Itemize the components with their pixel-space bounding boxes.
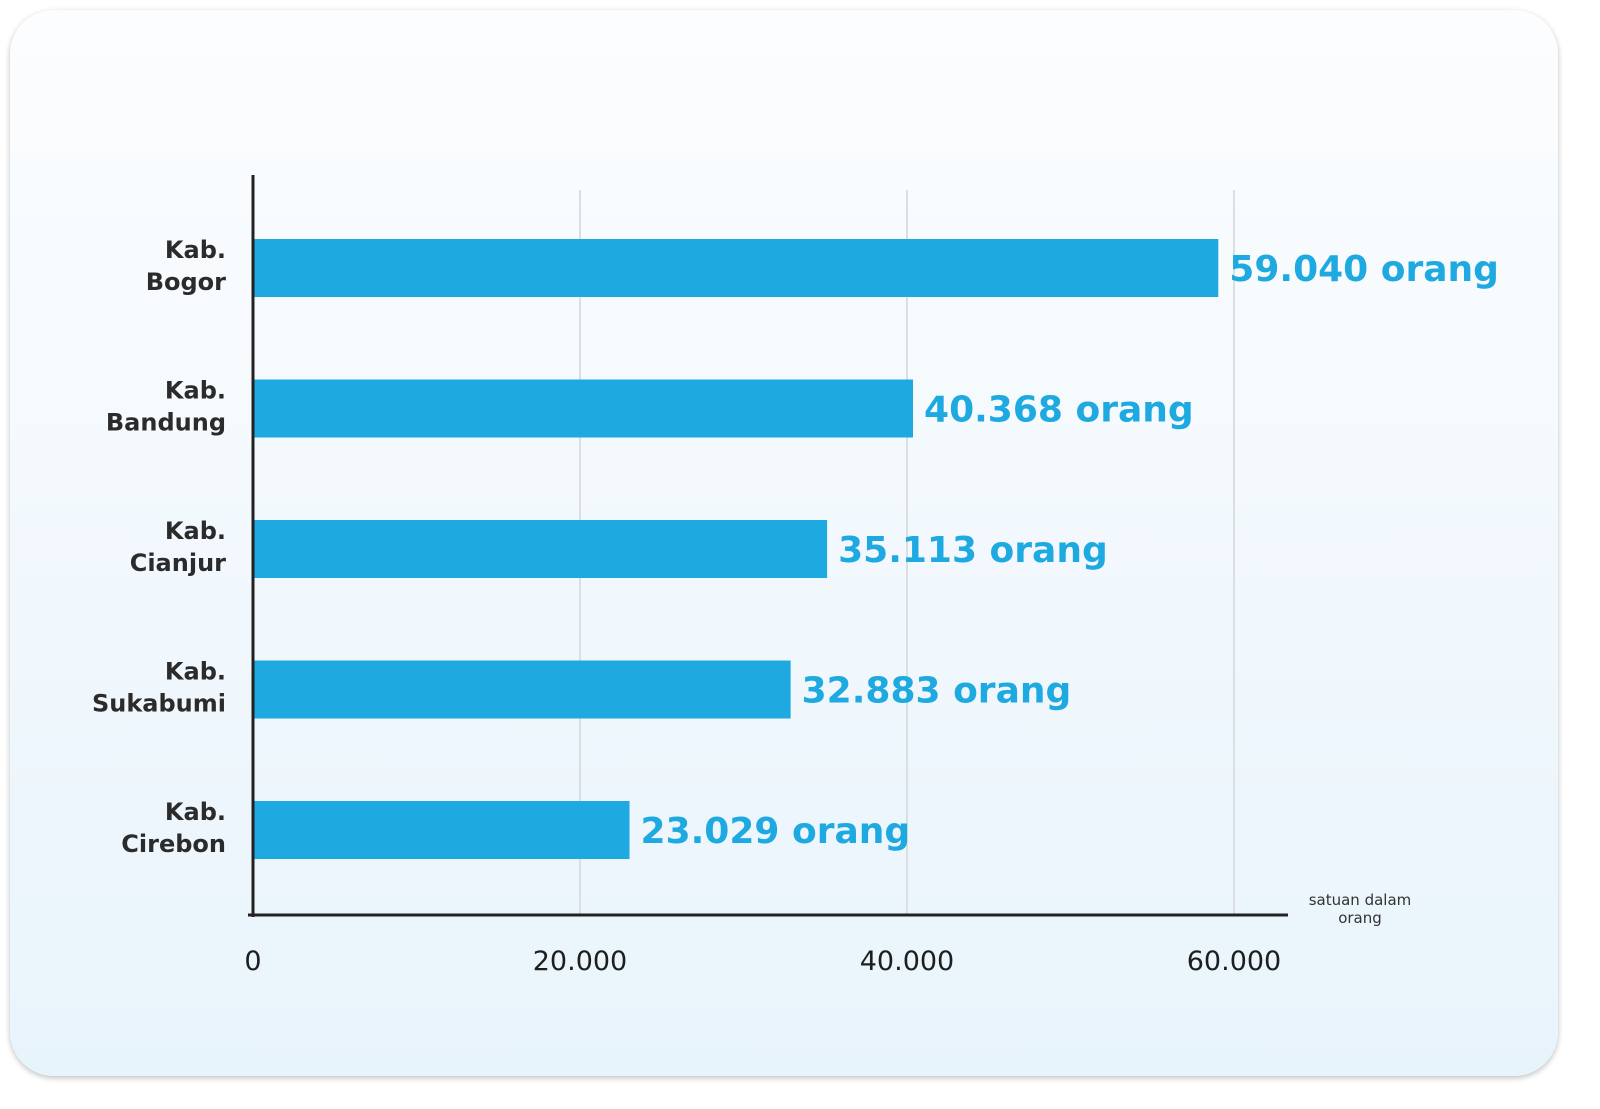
bar-chart: 59.040 orang Kab. Bogor 40.368 orang Kab. Ban… [92,175,1499,977]
bar [253,239,1219,297]
bar-value-label: 32.883 orang [802,671,1072,712]
category-label: Kab. [165,798,226,826]
x-tick-label: 20.000 [533,946,627,977]
bar [253,801,630,859]
category-label: Kab. [165,517,226,545]
category-label: Cirebon [121,830,226,858]
bar-value-label: 40.368 orang [924,390,1194,431]
unit-note: satuan dalam [1309,891,1412,909]
bar-value-label: 59.040 orang [1229,249,1499,290]
category-label: Bogor [146,268,226,296]
bar [253,379,914,438]
x-tick-label: 40.000 [860,946,954,977]
category-label: Bandung [106,409,226,437]
category-label: Kab. [165,236,226,264]
category-label: Cianjur [130,549,226,577]
unit-note: orang [1338,909,1382,927]
category-label: Kab. [165,377,226,405]
bar-value-label: 35.113 orang [838,530,1108,571]
bar-value-label: 23.029 orang [641,811,911,852]
x-tick-label: 60.000 [1187,946,1281,977]
x-tick-label: 0 [244,946,261,977]
category-label: Kab. [165,658,226,686]
bar [253,520,828,578]
category-label: Sukabumi [92,690,226,718]
bar [253,660,791,719]
chart-card: 59.040 orang Kab. Bogor 40.368 orang Kab. Ban… [10,10,1558,1076]
